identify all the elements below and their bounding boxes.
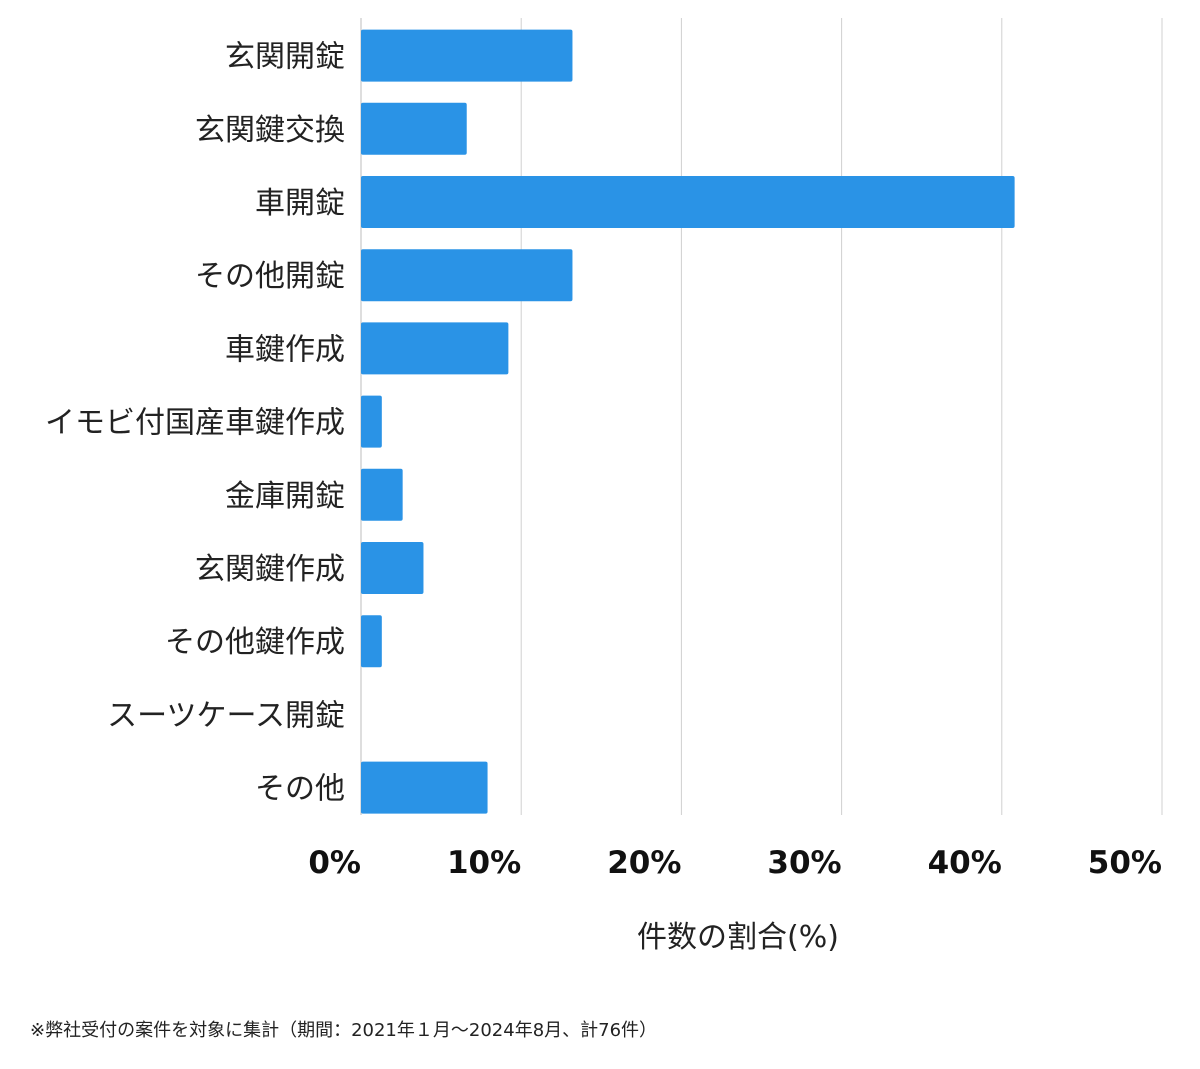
x-tick-label: 10% [447, 845, 521, 881]
category-label: その他開錠 [195, 259, 345, 294]
footnote: ※弊社受付の案件を対象に集計（期間：2021年１月～2024年8月、計76件） [30, 1020, 658, 1041]
bar [361, 29, 573, 82]
bar [361, 176, 1015, 228]
x-tick-labels: 0% 10% 20% 30% 40% 50% [308, 845, 1162, 881]
x-tick-label: 30% [767, 845, 841, 881]
gridlines [360, 18, 1163, 815]
x-tick-label: 0% [308, 845, 361, 881]
category-label: イモビ付国産車鍵作成 [45, 406, 345, 441]
bar [361, 322, 509, 375]
bar-chart: 玄関開錠玄関鍵交換車開錠その他開錠車鍵作成イモビ付国産車鍵作成金庫開錠玄関鍵作成… [45, 18, 1163, 955]
category-label: その他鍵作成 [165, 625, 345, 660]
category-labels: 玄関開錠玄関鍵交換車開錠その他開錠車鍵作成イモビ付国産車鍵作成金庫開錠玄関鍵作成… [45, 40, 345, 807]
x-tick-label: 20% [607, 845, 681, 881]
category-label: スーツケース開錠 [107, 698, 345, 733]
category-label: その他 [255, 772, 345, 807]
bar [361, 542, 424, 594]
category-label: 玄関鍵作成 [195, 552, 345, 587]
category-label: 金庫開錠 [225, 479, 345, 514]
x-tick-label: 50% [1088, 845, 1162, 881]
bar [361, 761, 488, 814]
bar [361, 395, 382, 448]
x-tick-label: 40% [928, 845, 1002, 881]
category-label: 車鍵作成 [225, 332, 345, 367]
bar [361, 615, 382, 668]
bar [361, 249, 573, 302]
category-label: 車開錠 [255, 186, 345, 221]
category-label: 玄関鍵交換 [195, 113, 345, 148]
bars [361, 29, 1015, 814]
x-axis-title: 件数の割合(%) [637, 920, 839, 955]
bar [361, 468, 403, 521]
category-label: 玄関開錠 [225, 40, 345, 75]
bar [361, 102, 467, 155]
